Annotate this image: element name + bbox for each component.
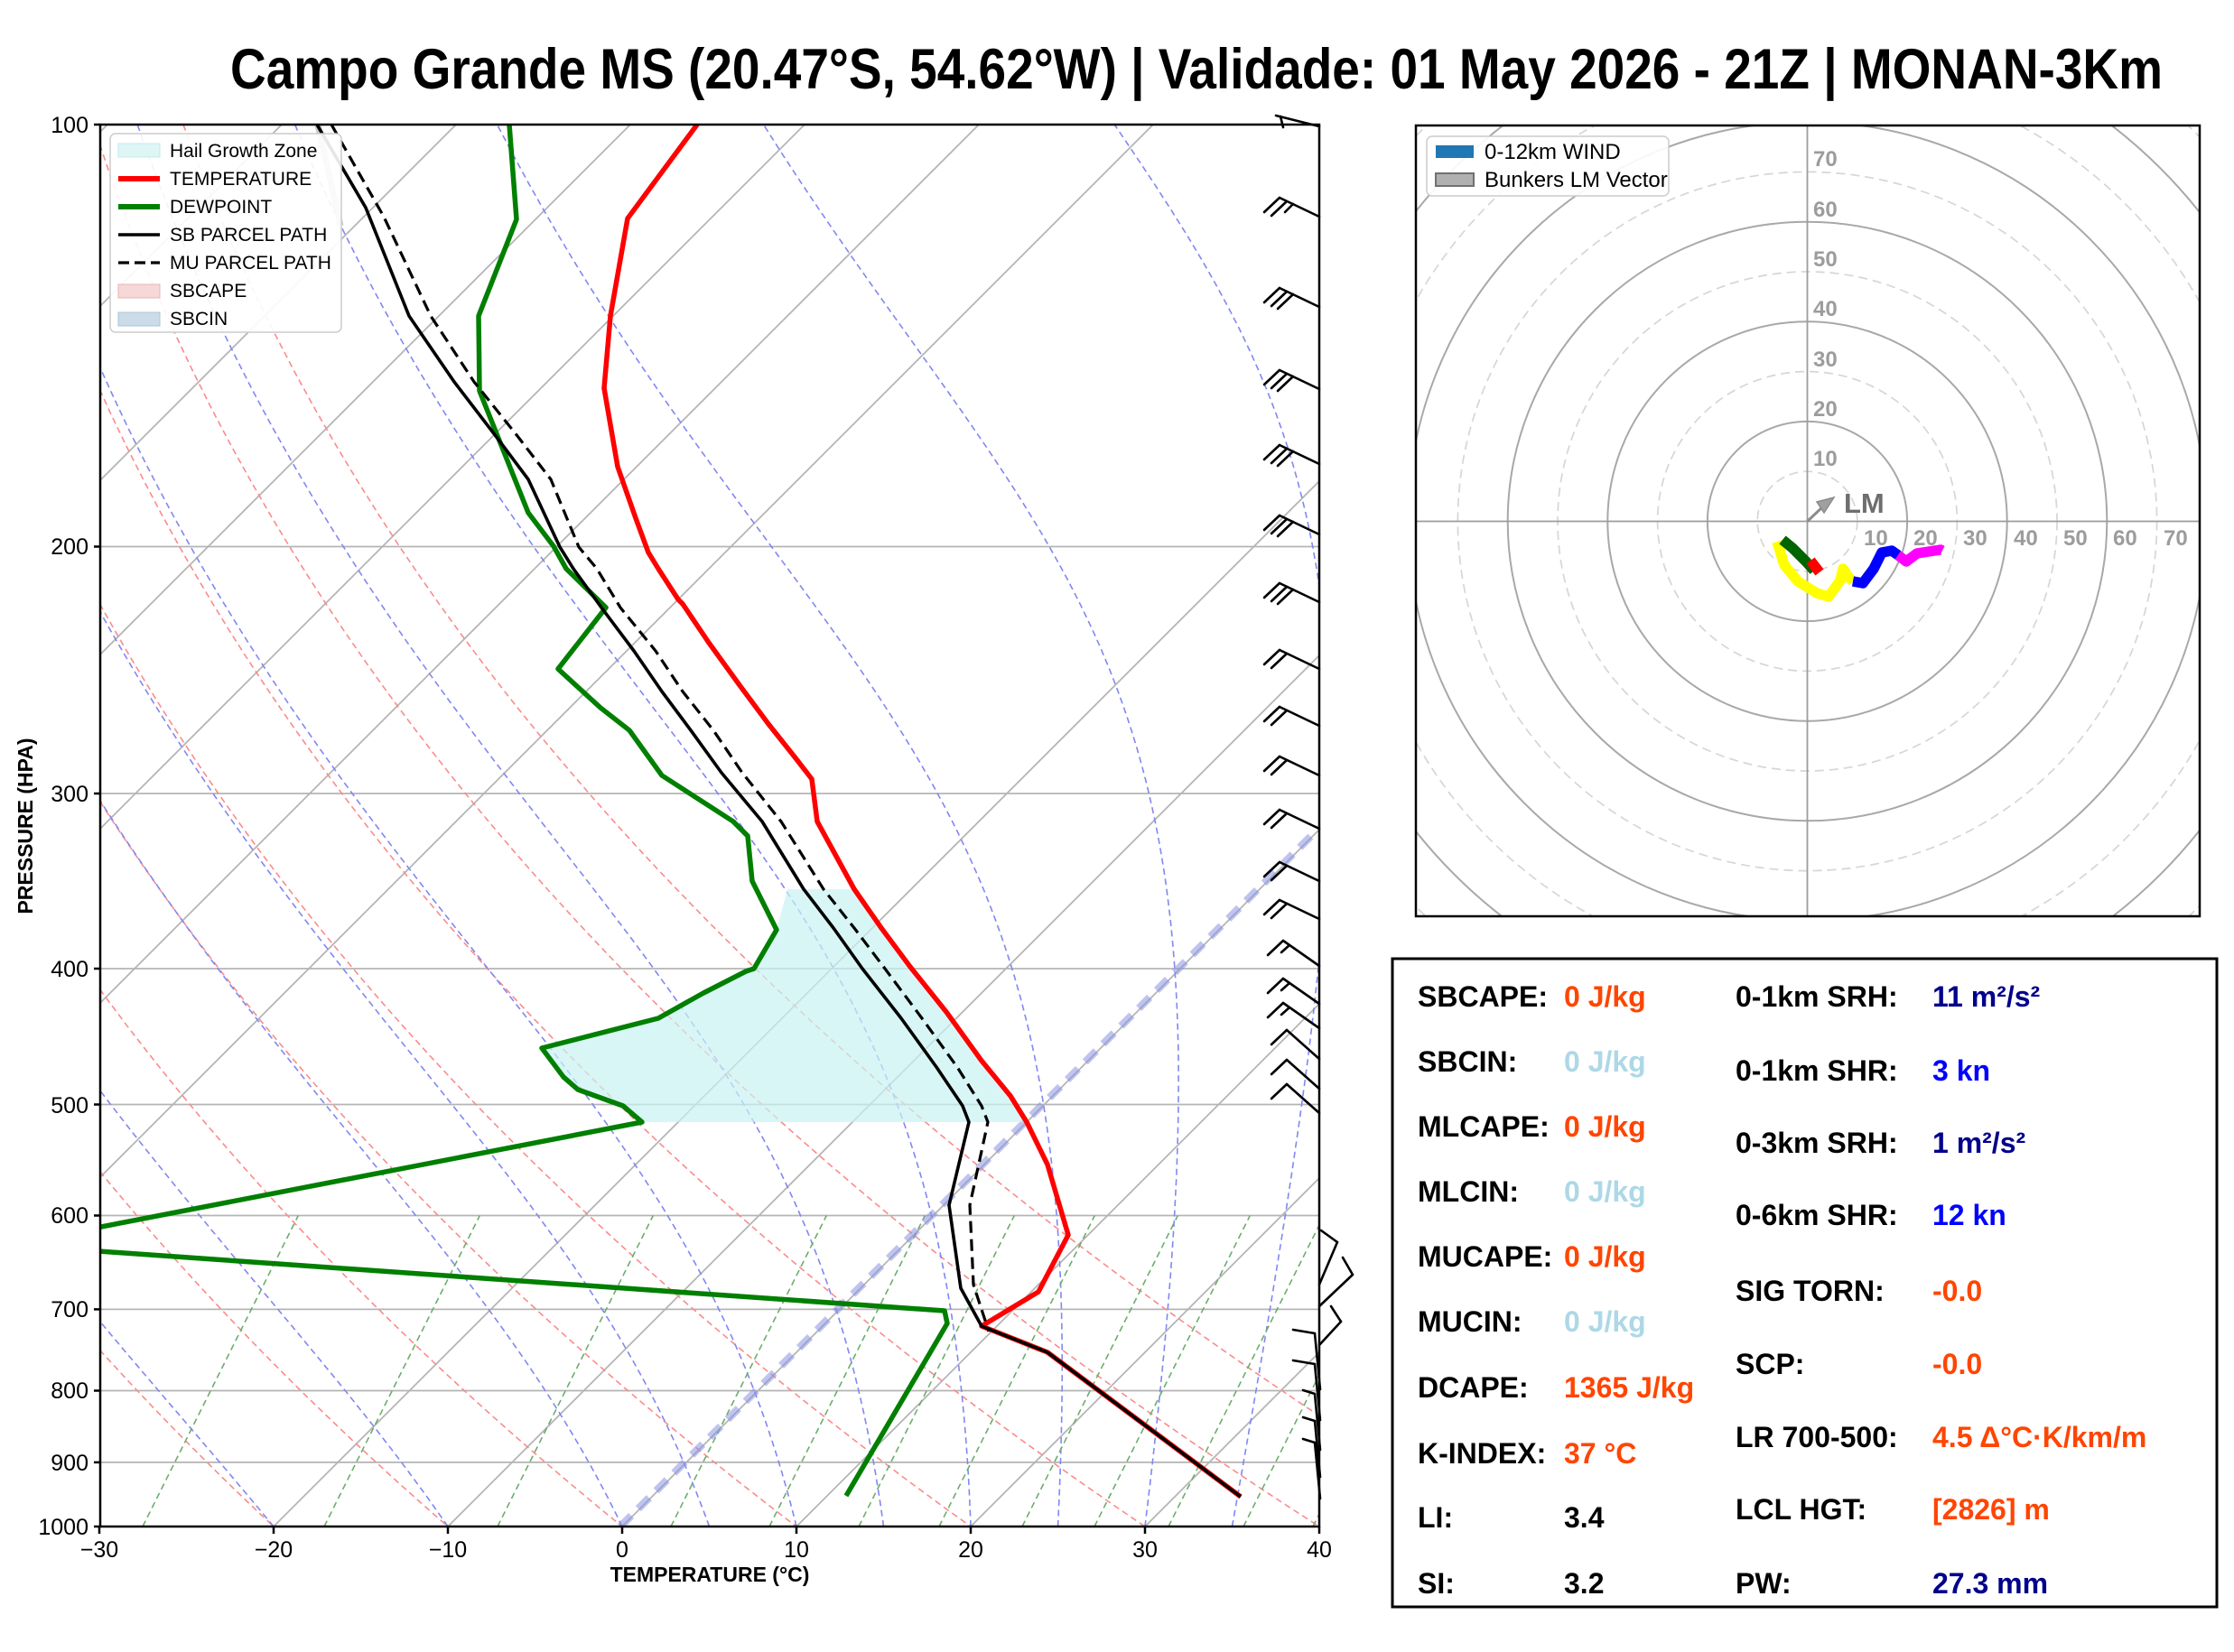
svg-text:50: 50: [2063, 526, 2088, 551]
svg-text:70: 70: [1813, 147, 1838, 172]
svg-text:-0.0: -0.0: [1932, 1275, 1982, 1307]
svg-text:MLCAPE:: MLCAPE:: [1418, 1110, 1550, 1143]
svg-text:0-3km SRH:: 0-3km SRH:: [1736, 1127, 1898, 1159]
svg-text:20: 20: [1813, 397, 1838, 422]
svg-text:SB PARCEL PATH: SB PARCEL PATH: [170, 225, 327, 246]
svg-text:37 °C: 37 °C: [1564, 1437, 1636, 1470]
svg-text:50: 50: [1813, 247, 1838, 272]
svg-text:LR 700-500:: LR 700-500:: [1736, 1421, 1898, 1453]
svg-text:Bunkers LM Vector: Bunkers LM Vector: [1485, 168, 1668, 192]
svg-text:MLCIN:: MLCIN:: [1418, 1175, 1519, 1208]
svg-text:−10: −10: [429, 1537, 467, 1563]
svg-text:4.5 Δ°C·K/km/m: 4.5 Δ°C·K/km/m: [1932, 1421, 2146, 1453]
svg-text:SBCAPE:: SBCAPE:: [1418, 980, 1548, 1013]
svg-text:K-INDEX:: K-INDEX:: [1418, 1437, 1546, 1470]
svg-text:3 kn: 3 kn: [1932, 1054, 1990, 1087]
svg-text:TEMPERATURE (°C): TEMPERATURE (°C): [610, 1563, 810, 1586]
svg-text:PW:: PW:: [1736, 1567, 1792, 1600]
svg-text:12 kn: 12 kn: [1932, 1199, 2006, 1231]
svg-text:MUCIN:: MUCIN:: [1418, 1305, 1522, 1338]
svg-text:30: 30: [1132, 1537, 1158, 1563]
svg-text:10: 10: [1813, 447, 1838, 471]
svg-text:0 J/kg: 0 J/kg: [1564, 1305, 1646, 1338]
svg-text:0 J/kg: 0 J/kg: [1564, 1175, 1646, 1208]
svg-text:900: 900: [51, 1451, 88, 1476]
svg-text:−30: −30: [80, 1537, 118, 1563]
svg-text:SBCAPE: SBCAPE: [170, 281, 247, 302]
svg-text:1365 J/kg: 1365 J/kg: [1564, 1371, 1694, 1404]
svg-text:−20: −20: [255, 1537, 293, 1563]
svg-text:60: 60: [1813, 198, 1838, 222]
svg-text:DEWPOINT: DEWPOINT: [170, 197, 272, 218]
svg-text:100: 100: [51, 113, 88, 138]
svg-text:0-6km SHR:: 0-6km SHR:: [1736, 1199, 1898, 1231]
svg-text:70: 70: [2164, 526, 2188, 551]
svg-text:11 m²/s²: 11 m²/s²: [1932, 980, 2040, 1013]
svg-text:LM: LM: [1844, 487, 1885, 519]
svg-text:27.3 mm: 27.3 mm: [1932, 1567, 2048, 1600]
svg-text:SI:: SI:: [1418, 1567, 1455, 1600]
svg-text:0 J/kg: 0 J/kg: [1564, 1240, 1646, 1273]
svg-text:10: 10: [784, 1537, 809, 1563]
svg-text:40: 40: [1813, 297, 1838, 321]
svg-text:0 J/kg: 0 J/kg: [1564, 980, 1646, 1013]
svg-text:1 m²/s²: 1 m²/s²: [1932, 1127, 2025, 1159]
svg-text:20: 20: [958, 1537, 983, 1563]
svg-text:0 J/kg: 0 J/kg: [1564, 1045, 1646, 1078]
svg-text:SIG TORN:: SIG TORN:: [1736, 1275, 1885, 1307]
svg-text:PRESSURE (HPA): PRESSURE (HPA): [14, 738, 37, 914]
svg-text:TEMPERATURE: TEMPERATURE: [170, 169, 312, 190]
svg-text:MUCAPE:: MUCAPE:: [1418, 1240, 1552, 1273]
svg-text:30: 30: [1963, 526, 1987, 551]
svg-text:LCL HGT:: LCL HGT:: [1736, 1493, 1866, 1526]
svg-text:0-1km SHR:: 0-1km SHR:: [1736, 1054, 1898, 1087]
svg-text:10: 10: [1864, 526, 1888, 551]
svg-text:0-1km SRH:: 0-1km SRH:: [1736, 980, 1898, 1013]
svg-text:-0.0: -0.0: [1932, 1348, 1982, 1380]
svg-text:Campo Grande MS (20.47°S, 54.6: Campo Grande MS (20.47°S, 54.62°W) | Val…: [230, 38, 2163, 101]
svg-text:[2826] m: [2826] m: [1932, 1493, 2050, 1526]
svg-text:0-12km WIND: 0-12km WIND: [1485, 140, 1621, 164]
svg-text:40: 40: [1307, 1537, 1332, 1563]
svg-text:700: 700: [51, 1297, 88, 1323]
svg-text:300: 300: [51, 782, 88, 807]
svg-text:SCP:: SCP:: [1736, 1348, 1804, 1380]
svg-text:Hail Growth Zone: Hail Growth Zone: [170, 141, 317, 162]
svg-text:800: 800: [51, 1378, 88, 1404]
svg-text:0: 0: [616, 1537, 628, 1563]
svg-text:600: 600: [51, 1203, 88, 1229]
svg-text:SBCIN:: SBCIN:: [1418, 1045, 1517, 1078]
svg-text:40: 40: [2014, 526, 2038, 551]
svg-text:30: 30: [1813, 348, 1838, 372]
svg-text:200: 200: [51, 534, 88, 560]
svg-text:SBCIN: SBCIN: [170, 309, 228, 329]
svg-text:LI:: LI:: [1418, 1501, 1453, 1534]
svg-text:400: 400: [51, 957, 88, 982]
svg-text:3.2: 3.2: [1564, 1567, 1604, 1600]
svg-text:500: 500: [51, 1093, 88, 1118]
svg-text:3.4: 3.4: [1564, 1501, 1605, 1534]
svg-text:60: 60: [2113, 526, 2137, 551]
svg-text:MU PARCEL PATH: MU PARCEL PATH: [170, 253, 331, 274]
svg-text:0 J/kg: 0 J/kg: [1564, 1110, 1646, 1143]
svg-text:DCAPE:: DCAPE:: [1418, 1371, 1529, 1404]
svg-text:1000: 1000: [38, 1515, 88, 1540]
